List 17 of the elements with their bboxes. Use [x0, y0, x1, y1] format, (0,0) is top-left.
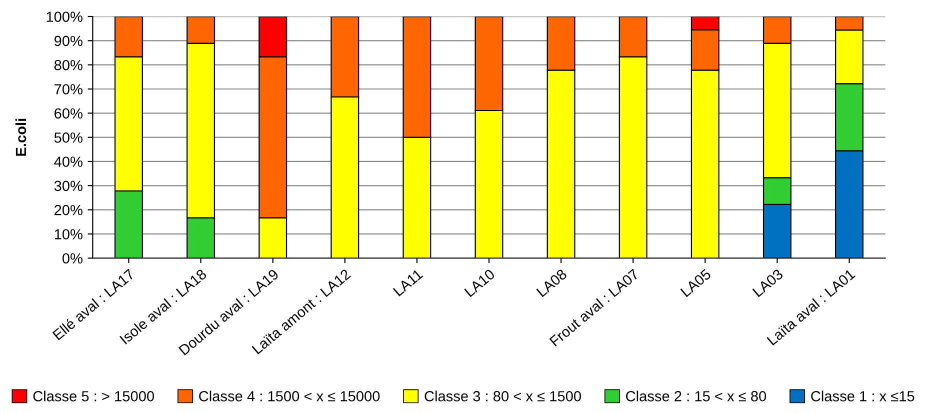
y-tick-label: 90% [54, 36, 82, 46]
y-tick-label: 60% [54, 108, 82, 119]
legend-label: Classe 5 : > 15000 [33, 390, 154, 402]
y-tick-label: 20% [54, 204, 82, 216]
legend-label: Classe 4 : 1500 < x ≤ 15000 [199, 390, 380, 402]
y-tick-label: 30% [54, 180, 82, 192]
legend-label: Classe 1 : x ≤15 [811, 390, 914, 402]
y-tick-label: 70% [54, 84, 82, 94]
legend-label: Classe 2 : 15 < x ≤ 80 [626, 390, 766, 402]
legend-label: Classe 3 : 80 < x ≤ 1500 [424, 390, 581, 402]
y-tick-label: 0% [62, 253, 82, 264]
y-tick-label: 10% [54, 229, 82, 240]
y-tick-label: 40% [54, 156, 82, 167]
y-tick-label: 50% [54, 132, 82, 143]
y-tick-label: 100% [46, 12, 82, 22]
y-tick-label: 80% [54, 60, 82, 70]
y-axis-title: E.coli [15, 118, 26, 156]
